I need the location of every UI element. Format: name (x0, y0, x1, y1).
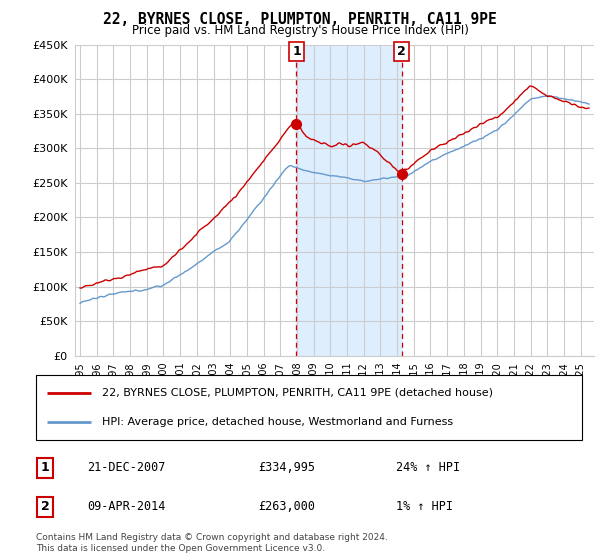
Bar (296, 45, 401, 356)
Text: 22, BYRNES CLOSE, PLUMPTON, PENRITH, CA11 9PE (detached house): 22, BYRNES CLOSE, PLUMPTON, PENRITH, CA1… (101, 388, 493, 398)
Text: 21-DEC-2007: 21-DEC-2007 (87, 461, 166, 474)
Text: 2: 2 (397, 45, 406, 58)
Text: 1% ↑ HPI: 1% ↑ HPI (396, 500, 453, 514)
Text: 22, BYRNES CLOSE, PLUMPTON, PENRITH, CA11 9PE: 22, BYRNES CLOSE, PLUMPTON, PENRITH, CA1… (103, 12, 497, 27)
Text: HPI: Average price, detached house, Westmorland and Furness: HPI: Average price, detached house, West… (101, 417, 452, 427)
Text: 24% ↑ HPI: 24% ↑ HPI (396, 461, 460, 474)
Text: £334,995: £334,995 (258, 461, 315, 474)
Text: Contains HM Land Registry data © Crown copyright and database right 2024.
This d: Contains HM Land Registry data © Crown c… (36, 533, 388, 553)
Text: 1: 1 (41, 461, 49, 474)
Text: Price paid vs. HM Land Registry's House Price Index (HPI): Price paid vs. HM Land Registry's House … (131, 24, 469, 37)
Text: £263,000: £263,000 (258, 500, 315, 514)
Text: 09-APR-2014: 09-APR-2014 (87, 500, 166, 514)
FancyBboxPatch shape (36, 375, 582, 440)
Text: 2: 2 (41, 500, 49, 514)
Text: 1: 1 (292, 45, 301, 58)
